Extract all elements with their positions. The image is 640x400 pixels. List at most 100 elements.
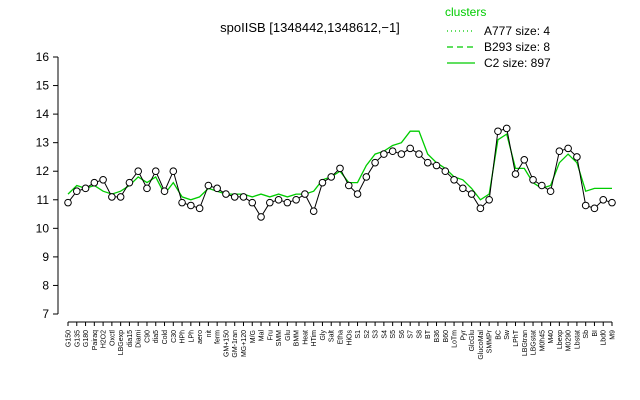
x-tick-label: Heat bbox=[302, 330, 309, 345]
x-tick-label: Glu bbox=[285, 330, 292, 341]
x-tick-label: GlucoMal bbox=[478, 330, 485, 360]
legend-title: clusters bbox=[445, 5, 486, 19]
x-tick-label: Mal bbox=[259, 330, 266, 342]
x-tick-label: HPh bbox=[180, 330, 187, 344]
x-tick-label: B36 bbox=[434, 330, 441, 343]
data-point bbox=[160, 187, 169, 196]
data-point bbox=[213, 184, 221, 193]
data-point bbox=[485, 195, 493, 204]
data-point bbox=[116, 193, 125, 201]
data-point bbox=[230, 193, 239, 201]
x-tick-label: Sb bbox=[583, 330, 590, 339]
data-point bbox=[511, 170, 520, 178]
data-point bbox=[248, 198, 257, 207]
x-tick-label: LBGtran bbox=[522, 330, 529, 356]
x-tick-label: aero bbox=[197, 330, 204, 344]
data-point bbox=[81, 184, 90, 193]
x-tick-label: dia5 bbox=[153, 330, 160, 343]
x-tick-label: BI bbox=[592, 330, 599, 337]
y-tick-label: 15 bbox=[36, 79, 50, 93]
y-tick-label: 10 bbox=[36, 221, 50, 235]
x-tick-label: ferm bbox=[215, 330, 222, 344]
data-point bbox=[283, 198, 292, 207]
x-tick-label: Pairaq bbox=[92, 330, 99, 350]
data-point bbox=[266, 198, 274, 207]
x-tick-label: SMM bbox=[276, 330, 283, 347]
x-tick-label: MG+120 bbox=[241, 330, 248, 357]
data-point bbox=[134, 167, 142, 176]
x-tick-label: H2O2 bbox=[101, 330, 108, 348]
x-tick-label: C30 bbox=[171, 330, 178, 343]
data-point bbox=[274, 195, 283, 204]
x-tick-label: dia15 bbox=[127, 330, 134, 347]
data-point bbox=[415, 150, 423, 158]
data-point bbox=[599, 195, 608, 204]
x-tick-label: Diami bbox=[136, 330, 143, 348]
x-tick-label: G135 bbox=[74, 330, 81, 347]
x-tick-label: HiOs bbox=[346, 330, 353, 346]
data-point bbox=[318, 178, 327, 187]
x-tick-label: M9 bbox=[610, 330, 617, 340]
data-point bbox=[388, 147, 397, 156]
data-point bbox=[353, 190, 362, 198]
x-tick-label: C90 bbox=[144, 330, 151, 343]
x-tick-label: S2 bbox=[364, 330, 371, 339]
data-point bbox=[380, 150, 388, 158]
x-tick-label: G180 bbox=[83, 330, 90, 347]
data-point bbox=[608, 198, 616, 207]
y-tick-label: 7 bbox=[42, 307, 49, 321]
data-point bbox=[564, 144, 572, 153]
x-tick-label: Pyr bbox=[460, 329, 467, 340]
y-tick-label: 13 bbox=[36, 136, 50, 150]
x-tick-label: GlcGlu bbox=[469, 330, 476, 352]
x-tick-label: BT bbox=[425, 329, 432, 339]
data-point bbox=[222, 190, 230, 198]
x-tick-label: M0h45 bbox=[539, 330, 546, 352]
chart-title: spoIISB [1348442,1348612,−1] bbox=[220, 20, 400, 35]
x-tick-label: M40 bbox=[548, 330, 555, 344]
data-point bbox=[590, 204, 599, 213]
x-tick-label: M0290 bbox=[566, 330, 573, 352]
x-tick-label: S1 bbox=[355, 330, 362, 339]
legend-label: B293 size: 8 bbox=[484, 40, 550, 54]
x-tick-label: GM-1ran bbox=[232, 330, 239, 358]
data-point bbox=[371, 158, 379, 167]
data-point bbox=[520, 156, 529, 164]
data-point bbox=[432, 161, 441, 170]
data-point bbox=[169, 167, 178, 176]
data-point bbox=[143, 184, 151, 193]
data-point bbox=[538, 181, 546, 190]
x-tick-label: LPh bbox=[188, 330, 195, 343]
data-point bbox=[151, 167, 160, 176]
data-point bbox=[546, 187, 555, 196]
y-tick-label: 11 bbox=[37, 193, 50, 207]
data-point bbox=[125, 178, 134, 187]
x-tick-label: LPhT bbox=[513, 329, 520, 346]
legend-label: A777 size: 4 bbox=[484, 24, 550, 38]
y-tick-label: 8 bbox=[42, 278, 49, 292]
x-tick-label: Oxctl bbox=[109, 330, 116, 346]
x-tick-label: S5 bbox=[390, 330, 397, 339]
x-tick-label: Gly bbox=[320, 330, 327, 341]
data-point bbox=[529, 175, 537, 184]
data-point bbox=[204, 181, 213, 190]
y-tick-label: 12 bbox=[36, 164, 50, 178]
data-point bbox=[467, 190, 476, 198]
y-tick-label: 9 bbox=[42, 250, 49, 264]
data-point bbox=[573, 153, 581, 161]
x-tick-label: Lbd0 bbox=[601, 330, 608, 346]
x-tick-label: BC bbox=[495, 330, 502, 340]
data-point bbox=[397, 150, 406, 158]
x-tick-label: Lbexp bbox=[557, 330, 564, 349]
x-tick-label: Cold bbox=[162, 330, 169, 345]
x-tick-label: Lbstat bbox=[574, 330, 581, 349]
x-tick-label: Fru bbox=[267, 330, 274, 341]
x-tick-label: G150 bbox=[66, 330, 73, 347]
x-tick-label: Salt bbox=[329, 330, 336, 342]
data-point bbox=[309, 207, 318, 215]
data-point bbox=[178, 198, 186, 207]
x-tick-label: M/G bbox=[250, 330, 257, 343]
x-tick-label: S4 bbox=[381, 330, 388, 339]
x-tick-label: SMMPr bbox=[487, 329, 494, 353]
